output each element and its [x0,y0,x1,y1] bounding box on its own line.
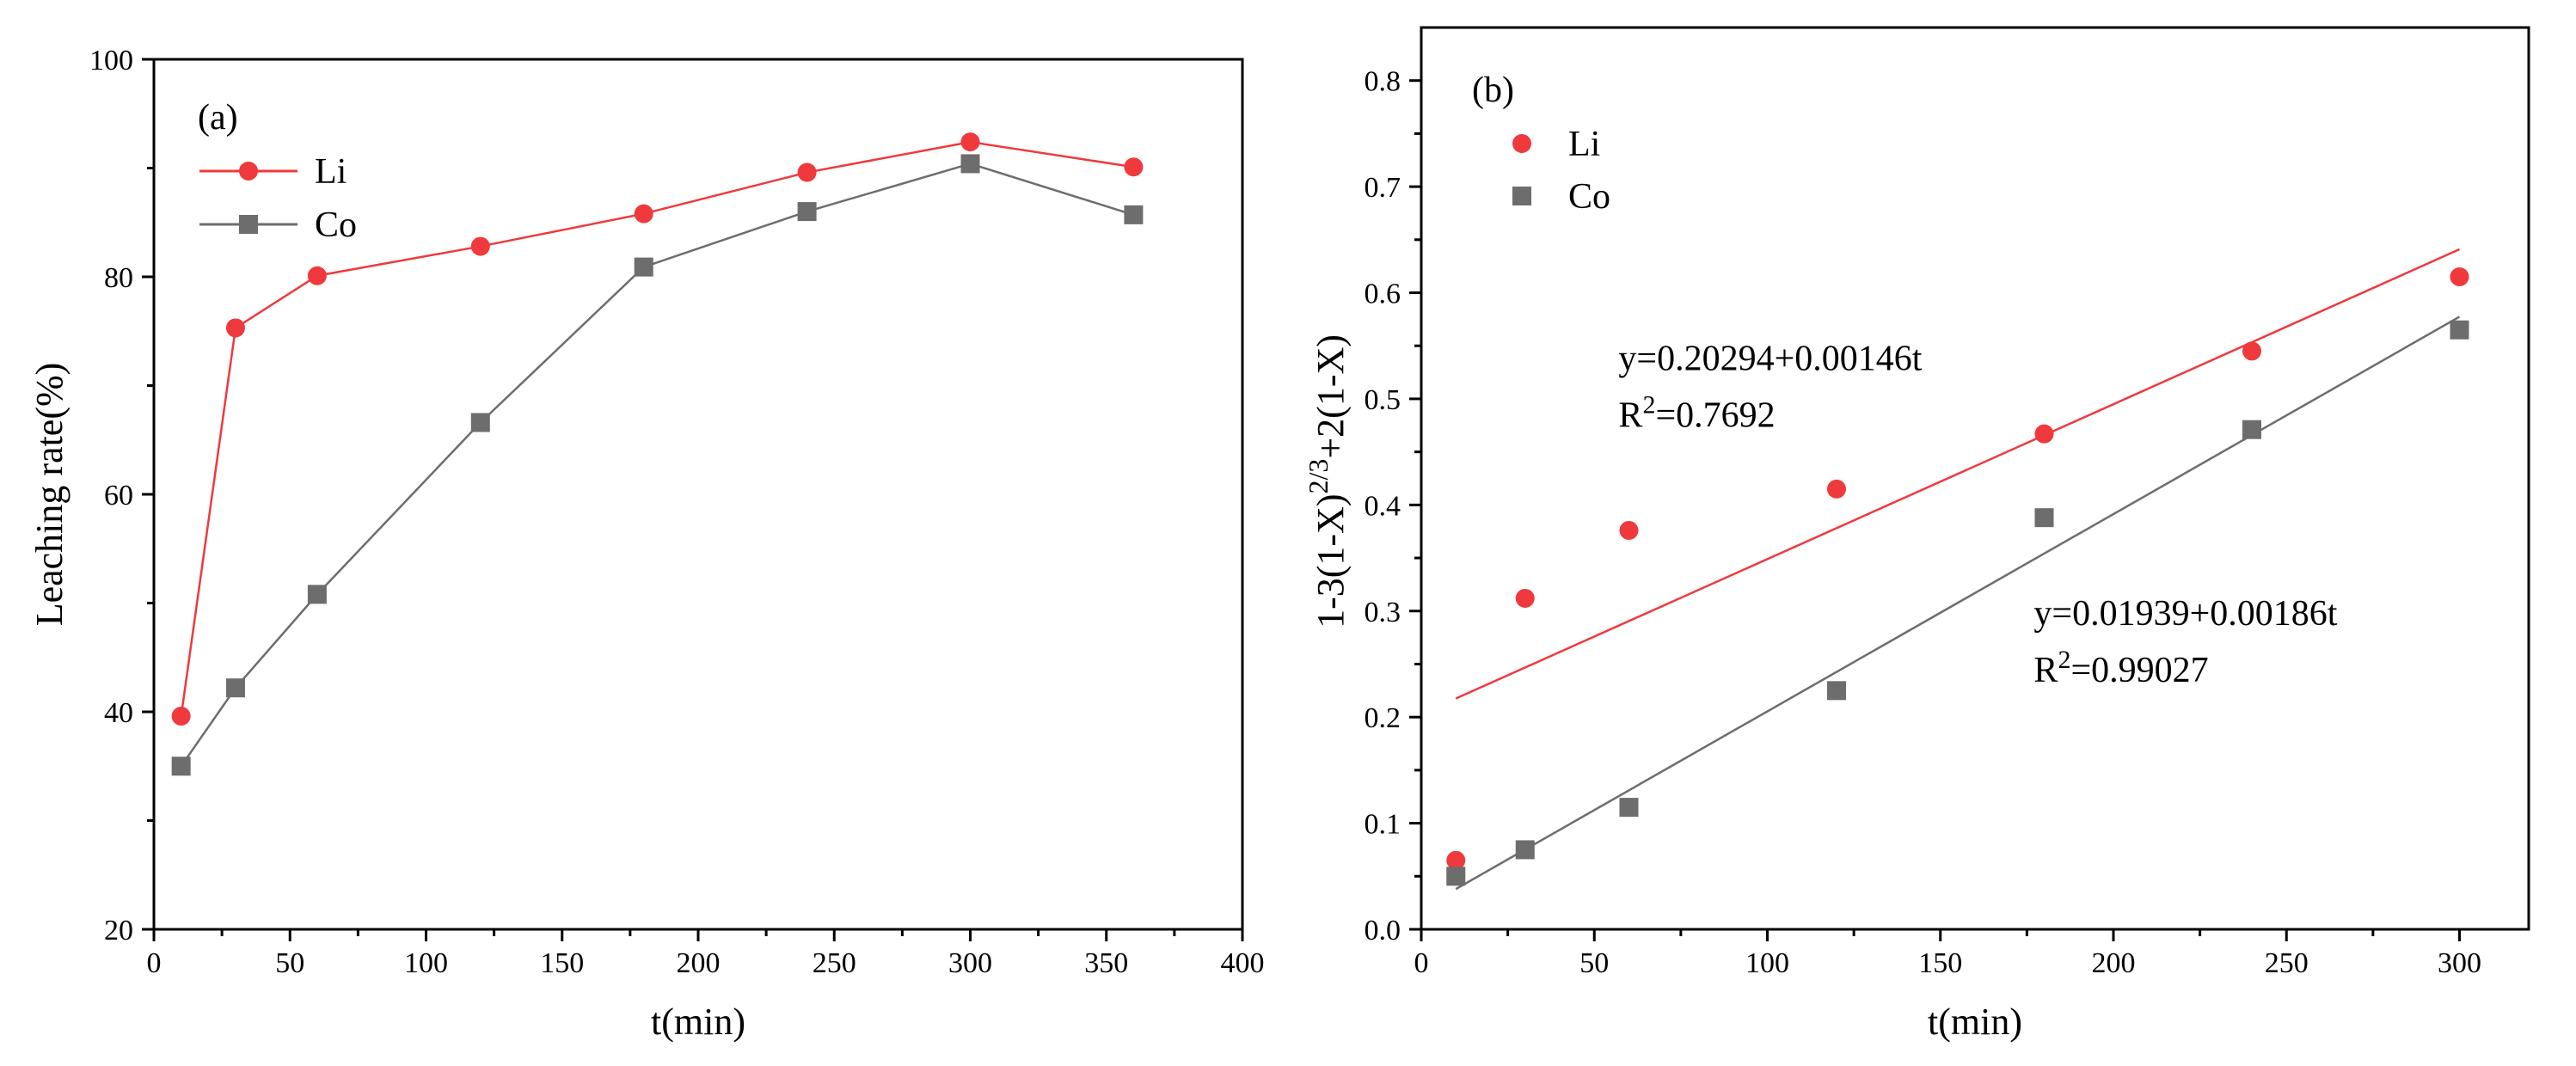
y-tick-label-b: 0.3 [1365,597,1401,628]
fit-annotations-b: y=0.20294+0.00146t R2=0.7692 y=0.01939+0.0… [1618,340,2337,690]
point-li [634,204,653,224]
x-tick-label-a: 200 [677,947,721,979]
y-tick-label-b: 0.5 [1365,384,1401,416]
legend-label-co-a: Co [315,205,357,245]
legend-marker-li-b [1512,134,1531,153]
point-co [2450,320,2469,340]
point-li [2450,267,2469,287]
legend-label-li-a: Li [315,152,347,192]
series-line-li [180,140,1134,717]
point-co [1619,798,1639,818]
y-tick-label-b: 0.6 [1365,279,1401,310]
legend-marker-li-a [239,162,258,181]
point-li [1446,850,1466,870]
y-tick-label-a: 60 [104,480,133,512]
chart-panel-b: 0 50 100 150 200 250 300 0.0 0.1 0.2 0.3 0.4 0.5 0.6 0… [1303,26,2530,1043]
point-co [797,202,817,222]
y-tick-label-a: 80 [104,262,133,294]
legend-a: Li Co [199,152,357,245]
legend-marker-co-a [239,215,258,234]
point-li [1515,588,1535,608]
x-tick-label-a: 300 [948,947,992,979]
point-li [307,266,327,285]
fit-r2-co: R2=0.99027 [2033,646,2208,690]
x-tick-label-b: 250 [2265,947,2309,979]
x-tick-label-a: 0 [147,947,162,979]
y-tick-label-b: 0.0 [1365,915,1401,947]
y-tick-label-a: 40 [104,697,133,729]
legend-b: Li Co [1512,125,1610,217]
x-tick-label-b: 300 [2438,947,2481,979]
point-li [225,318,245,338]
point-li [1827,479,1846,499]
point-li [2034,424,2054,444]
point-co [1446,867,1466,886]
legend-label-co-b: Co [1568,177,1610,217]
point-co [1827,681,1846,701]
fit-line-li [1455,248,2461,700]
point-li [960,132,980,152]
y-axis-label-b: 1-3(1-X)2/3+2(1-X) [1303,334,1352,628]
fit-equation-co: y=0.01939+0.00186t [2033,594,2337,634]
y-tick-label-a: 100 [89,45,133,77]
x-tick-label-a: 100 [404,947,448,979]
point-li [171,707,191,726]
ticks-b: 0 50 100 150 200 250 300 0.0 0.1 0.2 0.3 0.4 0.5 0.6 0… [1365,66,2482,979]
point-li [470,236,490,256]
plot-frame-b [1420,26,2530,931]
point-li [1619,520,1639,540]
y-tick-label-b: 0.1 [1365,809,1401,841]
series-line-co [180,162,1134,767]
x-tick-label-a: 250 [813,947,856,979]
point-li [797,162,817,182]
point-co [225,678,245,698]
x-tick-label-a: 400 [1221,947,1265,979]
legend-marker-co-b [1512,187,1531,205]
panel-label-a: (a) [198,98,238,138]
x-axis-label-a: t(min) [651,1001,745,1043]
y-axis-label-a: Leaching rate(%) [28,363,71,627]
point-co [171,757,191,776]
y-tick-label-b: 0.4 [1365,490,1401,522]
point-co [307,585,327,604]
ticks-a: 0 50 100 150 200 250 300 350 400 20 40 60 80 100 [89,45,1265,979]
x-tick-label-b: 50 [1579,947,1609,979]
x-tick-label-a: 350 [1084,947,1128,979]
x-tick-label-b: 0 [1414,947,1429,979]
y-tick-label-b: 0.8 [1365,66,1401,98]
x-tick-label-b: 100 [1745,947,1789,979]
x-axis-label-b: t(min) [1928,1001,2022,1043]
y-tick-label-a: 20 [104,915,133,947]
x-tick-label-a: 50 [275,947,304,979]
point-co [1515,840,1535,860]
fit-line-co [1455,316,2461,891]
fit-equation-li: y=0.20294+0.00146t [1618,340,1922,379]
x-tick-label-b: 150 [1918,947,1962,979]
legend-label-li-b: Li [1568,125,1600,164]
x-tick-label-b: 200 [2092,947,2136,979]
point-co [634,257,653,277]
fit-r2-li: R2=0.7692 [1618,391,1775,436]
point-li [2242,341,2261,361]
panel-label-b: (b) [1472,70,1514,110]
x-tick-label-a: 150 [540,947,584,979]
y-tick-label-b: 0.2 [1365,702,1401,734]
point-co [2034,508,2054,528]
point-li [1124,157,1144,177]
point-co [960,154,980,174]
y-tick-label-b: 0.7 [1365,172,1401,204]
data-marks-b [1446,267,2469,886]
point-co [1124,205,1144,224]
data-marks-a [171,132,1144,776]
fit-lines-b [1455,248,2461,891]
point-co [2242,420,2261,439]
point-co [470,413,490,432]
